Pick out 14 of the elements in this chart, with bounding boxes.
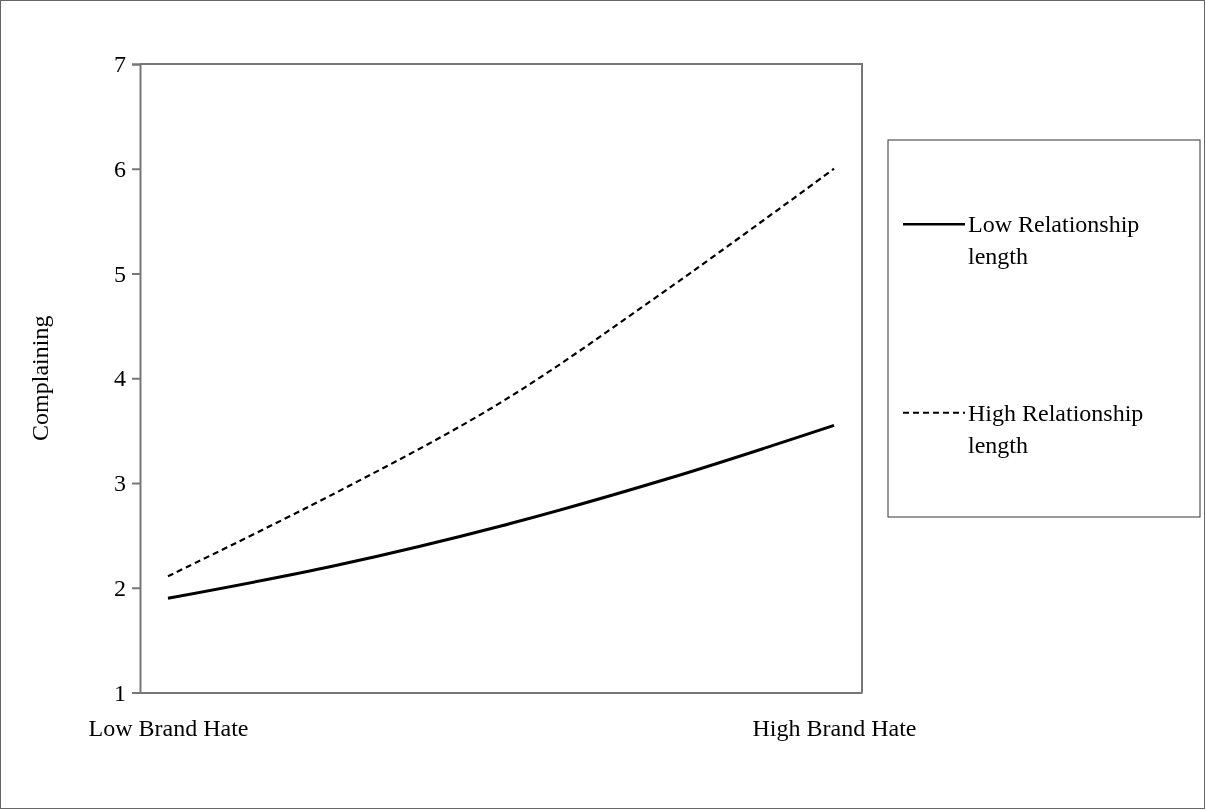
y-tick-label: 4 bbox=[114, 365, 126, 392]
y-tick-label: 2 bbox=[114, 574, 126, 601]
line-series bbox=[166, 423, 836, 600]
y-tick-label: 1 bbox=[114, 679, 126, 706]
y-tick-label: 6 bbox=[114, 155, 126, 182]
x-tick-label: Low Brand Hate bbox=[88, 714, 249, 741]
y-tick-label: 5 bbox=[114, 260, 126, 287]
y-tick-label: 7 bbox=[114, 51, 126, 78]
legend-label: Low Relationship length bbox=[968, 211, 1140, 270]
x-tick-label: High Brand Hate bbox=[752, 714, 917, 741]
line-series bbox=[166, 167, 836, 578]
y-tick-label: 3 bbox=[114, 470, 126, 497]
legend-label: High Relationship length bbox=[968, 399, 1144, 458]
y-axis-title: Complaining bbox=[27, 315, 53, 441]
